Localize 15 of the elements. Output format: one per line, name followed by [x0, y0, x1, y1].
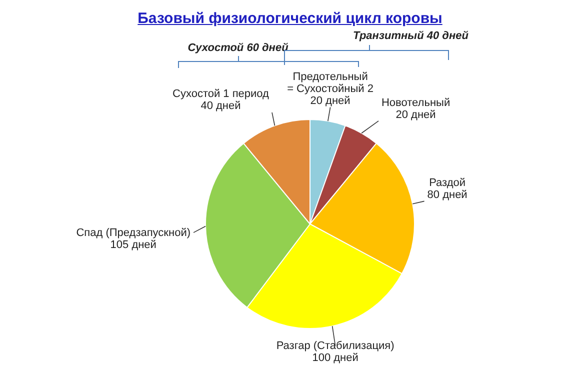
slice-label: Спад (Предзапускной) [75, 226, 192, 239]
data-label: 20 дней [394, 108, 437, 121]
data-label: 80 дней [426, 189, 468, 202]
slice-label: Новотельный [380, 96, 452, 109]
slice-label: Сухостой 1 период [172, 88, 270, 100]
slice-label: Предотельный = Сухостойный 2 [286, 71, 374, 96]
data-label: 105 дней [110, 238, 156, 251]
slice-label: Раздой [428, 177, 467, 190]
text: Транзитный 40 дней [353, 30, 468, 43]
data-label: 100 дней [311, 352, 360, 364]
slice-label: Разгар (Стабилизация) [275, 340, 396, 352]
data-label: 20 дней [310, 95, 350, 108]
text: Сухостой 60 дней [188, 42, 288, 55]
data-label: 40 дней [200, 100, 241, 112]
chart-title: Базовый физиологический цикл коровы [136, 10, 444, 27]
